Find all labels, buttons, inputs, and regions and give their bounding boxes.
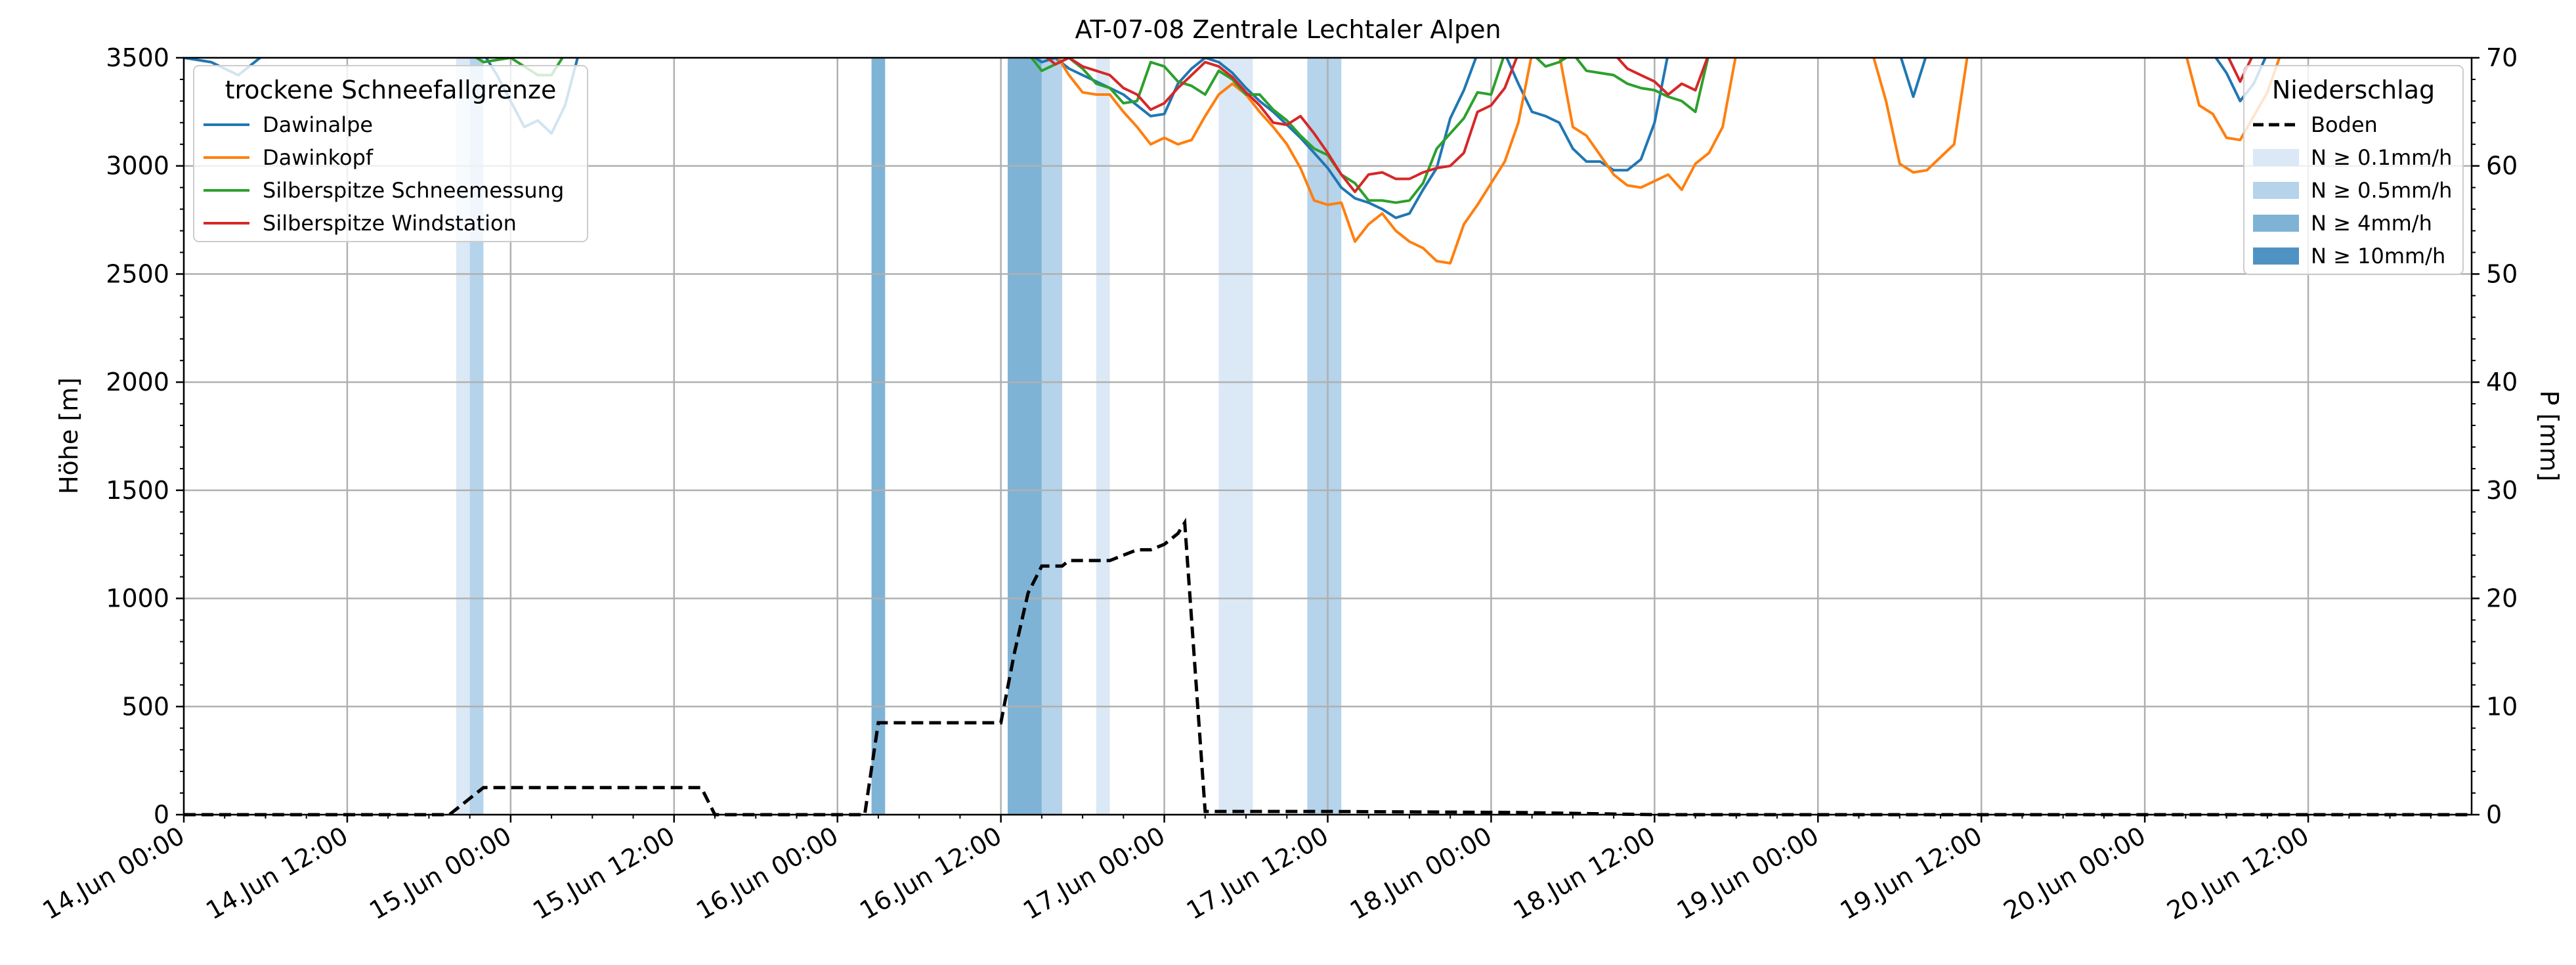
legend-snow: trockene Schneefallgrenze Dawinalpe Dawin… — [193, 65, 588, 242]
x-tick-label-7: 17.Jun 12:00 — [1182, 821, 1333, 926]
y2-axis-label: P [mm] — [2535, 391, 2564, 482]
precip-band-5 — [1096, 58, 1110, 815]
legend-precip-label-4: N ≥ 10mm/h — [2311, 244, 2445, 268]
ground-line — [184, 517, 2472, 817]
precip-band-4 — [1041, 58, 1062, 815]
y-axis-label: Höhe [m] — [54, 377, 83, 494]
precip-band-7 — [1307, 58, 1342, 815]
legend-precip-label-1: N ≥ 0.1mm/h — [2311, 145, 2452, 170]
legend-precip-label-2: N ≥ 0.5mm/h — [2311, 178, 2452, 203]
precip-band-6 — [1218, 58, 1253, 815]
x-tick-label-9: 18.Jun 12:00 — [1509, 821, 1660, 926]
x-tick-label-3: 15.Jun 12:00 — [528, 821, 679, 926]
legend-precip: Niederschlag Boden N ≥ 0.1mm/h N ≥ 0.5mm/h… — [2243, 65, 2464, 275]
y2-tick-label-7: 70 — [2486, 43, 2518, 72]
series-lines — [184, 58, 2281, 265]
y2-tick-label-1: 10 — [2486, 692, 2518, 721]
y2-axis: 0 10 20 30 40 50 60 70 — [2472, 43, 2518, 829]
x-tick-label-12: 20.Jun 00:00 — [1999, 821, 2151, 926]
x-tick-label-4: 16.Jun 00:00 — [691, 821, 843, 926]
legend-precip-swatch-3 — [2253, 215, 2299, 232]
x-tick-label-8: 18.Jun 00:00 — [1345, 821, 1497, 926]
y-axis: 0 500 1000 1500 2000 2500 3000 3500 — [106, 43, 184, 829]
y-tick-label-4: 2000 — [106, 368, 169, 397]
y2-tick-label-0: 0 — [2486, 800, 2502, 829]
precip-band-3 — [1008, 58, 1042, 815]
legend-snow-label-0: Dawinalpe — [263, 112, 373, 137]
y-tick-label-2: 1000 — [106, 584, 169, 613]
x-tick-label-13: 20.Jun 12:00 — [2162, 821, 2314, 926]
legend-snow-label-2: Silberspitze Schneemessung — [263, 178, 564, 203]
series-line-1 — [1056, 58, 2281, 265]
legend-snow-title: trockene Schneefallgrenze — [225, 75, 557, 104]
x-axis: 14.Jun 00:00 14.Jun 12:00 15.Jun 00:00 15.J… — [37, 815, 2432, 926]
legend-snow-label-3: Silberspitze Windstation — [263, 211, 517, 236]
legend-precip-label-0: Boden — [2311, 112, 2378, 137]
x-tick-label-10: 19.Jun 00:00 — [1672, 821, 1824, 926]
x-tick-label-1: 14.Jun 12:00 — [201, 821, 353, 926]
y-tick-label-7: 3500 — [106, 43, 169, 72]
legend-snow-label-1: Dawinkopf — [263, 145, 374, 170]
legend-precip-swatch-2 — [2253, 182, 2299, 199]
legend-precip-title: Niederschlag — [2272, 75, 2435, 104]
y-tick-label-3: 1500 — [106, 476, 169, 505]
precip-band-1 — [469, 58, 484, 815]
y-tick-label-0: 0 — [154, 800, 169, 829]
y2-tick-label-4: 40 — [2486, 368, 2518, 397]
y-tick-label-5: 2500 — [106, 259, 169, 288]
series-line-2 — [474, 58, 1709, 204]
x-tick-label-0: 14.Jun 00:00 — [37, 821, 189, 926]
ground-layer — [184, 517, 2472, 817]
legend-precip-swatch-4 — [2253, 247, 2299, 265]
y2-tick-label-6: 60 — [2486, 152, 2518, 181]
series-line-0 — [184, 58, 2267, 219]
legend-precip-swatch-1 — [2253, 149, 2299, 166]
y-tick-label-1: 500 — [121, 692, 169, 721]
precip-band-2 — [871, 58, 886, 815]
y2-tick-label-3: 30 — [2486, 476, 2518, 505]
x-tick-label-11: 19.Jun 12:00 — [1835, 821, 1987, 926]
y2-tick-label-5: 50 — [2486, 259, 2518, 288]
chart-title: AT-07-08 Zentrale Lechtaler Alpen — [1075, 15, 1501, 44]
x-tick-label-6: 17.Jun 00:00 — [1018, 821, 1170, 926]
y-tick-label-6: 3000 — [106, 152, 169, 181]
precip-band-0 — [456, 58, 470, 815]
series-line-3 — [1044, 58, 2254, 194]
x-tick-label-5: 16.Jun 12:00 — [855, 821, 1006, 926]
precip-bands — [456, 58, 1342, 815]
legend-precip-label-3: N ≥ 4mm/h — [2311, 211, 2432, 236]
y2-tick-label-2: 20 — [2486, 584, 2518, 613]
x-tick-label-2: 15.Jun 00:00 — [364, 821, 516, 926]
